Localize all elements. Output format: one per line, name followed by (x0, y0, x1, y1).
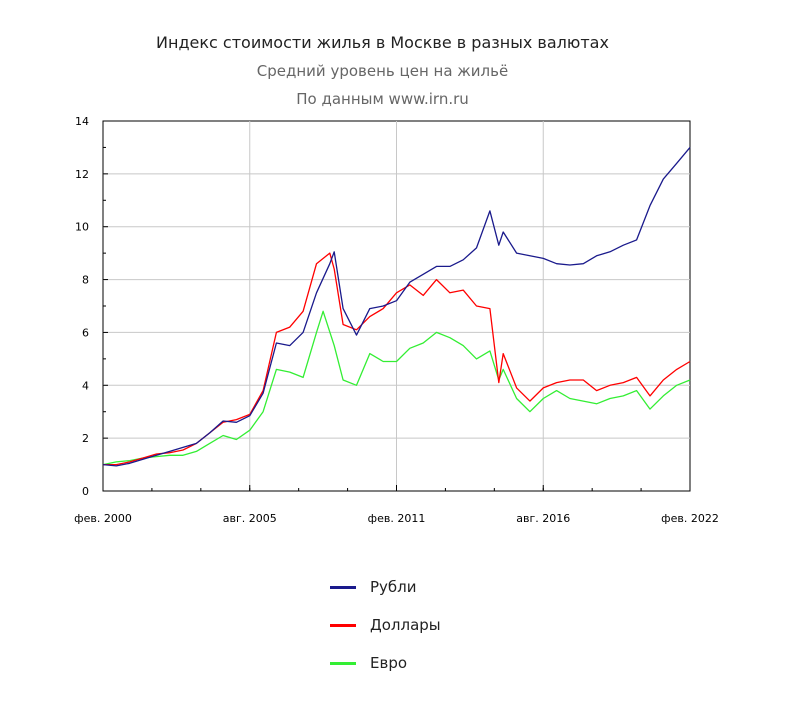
y-tick-label: 8 (82, 274, 89, 287)
x-tick-label: фев. 2011 (368, 512, 426, 525)
legend-item-rub: Рубли (330, 568, 441, 606)
legend-swatch-usd (330, 623, 356, 627)
legend-item-eur: Евро (330, 644, 441, 682)
x-tick-label: авг. 2016 (516, 512, 570, 525)
y-tick-label: 12 (75, 168, 89, 181)
chart-plot-area: 0 2 4 6 8 10 12 14 фев. 2000 авг. 2005 фев. 2011 ав… (74, 115, 719, 525)
chart-source: По данным www.irn.ru (296, 90, 469, 108)
chart-legend: Рубли Доллары Евро (330, 568, 441, 682)
legend-label-rub: Рубли (370, 578, 417, 596)
legend-label-eur: Евро (370, 654, 408, 672)
legend-item-usd: Доллары (330, 606, 441, 644)
chart-subtitle: Средний уровень цен на жильё (256, 62, 509, 80)
y-tick-label: 10 (75, 221, 89, 234)
y-tick-label: 0 (82, 485, 89, 498)
series-line-rub (102, 146, 691, 467)
legend-swatch-eur (330, 661, 356, 665)
x-tick-label: фев. 2000 (74, 512, 132, 525)
x-tick-label: фев. 2022 (661, 512, 719, 525)
y-tick-label: 4 (82, 379, 89, 392)
x-tick-label: авг. 2005 (223, 512, 277, 525)
y-tick-label: 6 (82, 326, 89, 339)
legend-label-usd: Доллары (370, 616, 441, 634)
chart-title: Индекс стоимости жилья в Москве в разных… (156, 33, 609, 52)
legend-swatch-rub (330, 585, 356, 589)
series-line-eur (102, 310, 691, 466)
y-tick-label: 14 (75, 115, 89, 128)
y-tick-label: 2 (82, 432, 89, 445)
